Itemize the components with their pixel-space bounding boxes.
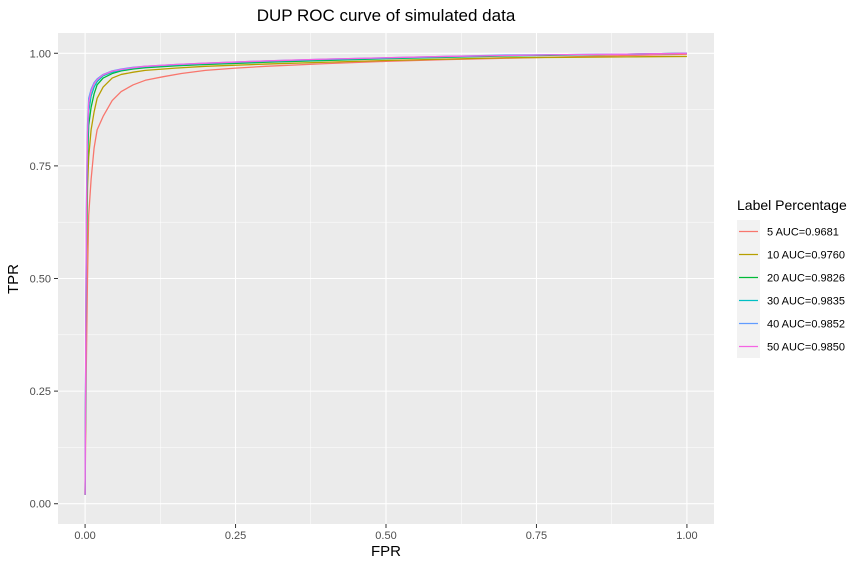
legend-title: Label Percentage [737,197,847,213]
y-tick-label: 0.75 [30,161,51,173]
grid-major [58,33,714,524]
x-axis-title: FPR [371,543,401,560]
x-tick-label: 0.25 [225,530,246,542]
x-tick-label: 0.50 [375,530,396,542]
y-axis-title: TPR [5,264,22,294]
axis-ticks [54,52,688,528]
x-tick-label: 1.00 [676,530,697,542]
chart-title: DUP ROC curve of simulated data [257,6,516,25]
legend-label: 20 AUC=0.9826 [767,273,845,285]
y-tick-label: 1.00 [30,48,51,60]
x-tick-label: 0.75 [526,530,547,542]
legend: Label Percentage 5 AUC=0.9681 10 AUC=0.97… [737,197,847,358]
legend-label: 50 AUC=0.9850 [767,342,845,354]
y-tick-label: 0.50 [30,274,51,286]
legend-label: 30 AUC=0.9835 [767,296,845,308]
series-line-6 [84,52,687,495]
axis-tick-labels: 0.00 0.25 0.50 0.75 1.00 0.00 0.25 0.50 0.75 1.00 [30,48,698,542]
series-lines [84,52,687,495]
legend-label: 10 AUC=0.9760 [767,250,845,262]
legend-label: 40 AUC=0.9852 [767,319,845,331]
legend-label: 5 AUC=0.9681 [767,227,839,239]
x-tick-label: 0.00 [74,530,95,542]
y-tick-label: 0.25 [30,386,51,398]
series-line-2 [84,55,687,495]
y-tick-label: 0.00 [30,499,51,511]
